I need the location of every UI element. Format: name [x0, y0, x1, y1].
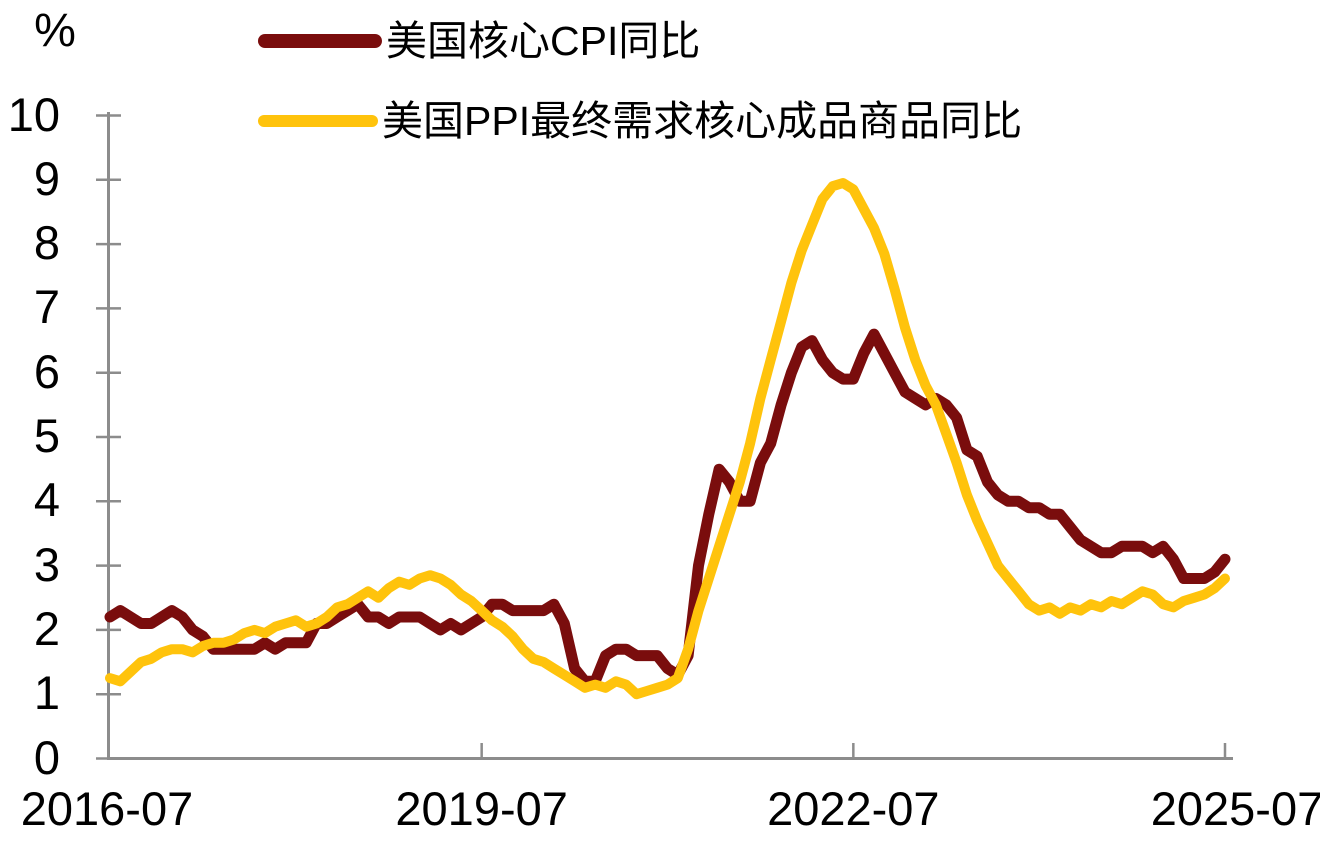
y-axis-tick-label: 1	[33, 666, 60, 720]
y-axis-tick-label: 10	[7, 87, 60, 141]
x-axis-tick-label: 2022-07	[767, 782, 940, 835]
y-axis-tick-label: 3	[33, 537, 60, 591]
y-axis-tick-label: 6	[33, 344, 60, 398]
cpi-line	[104, 328, 1231, 687]
x-axis-tick-label: 2016-07	[20, 782, 194, 835]
y-axis-tick-label: 5	[33, 409, 60, 462]
legend-item-cpi: 美国核心CPI同比	[258, 1, 1022, 81]
cpi-legend-label: 美国核心CPI同比	[386, 18, 701, 64]
x-axis-tick-label: 2025-07	[1150, 782, 1320, 835]
y-axis-tick-label: 8	[33, 216, 60, 270]
y-axis-tick-label: 2	[33, 601, 60, 655]
x-axis-tick-label: 2019-07	[395, 782, 568, 835]
cpi-legend-swatch	[258, 34, 382, 48]
ppi-legend-label: 美国PPI最终需求核心成品商品同比	[382, 98, 1023, 144]
y-axis-tick-label: 4	[33, 473, 60, 527]
legend-item-ppi: 美国PPI最终需求核心成品商品同比	[258, 81, 1022, 161]
ppi-legend-swatch	[258, 115, 378, 127]
y-axis-tick-label: 9	[33, 151, 60, 205]
y-axis-tick-label: 7	[33, 280, 60, 334]
y-axis-tick-label: 0	[33, 730, 60, 784]
y-axis-unit-label: %	[34, 3, 76, 56]
ppi-line	[105, 178, 1230, 700]
legend: 美国核心CPI同比 美国PPI最终需求核心成品商品同比	[258, 1, 1022, 161]
